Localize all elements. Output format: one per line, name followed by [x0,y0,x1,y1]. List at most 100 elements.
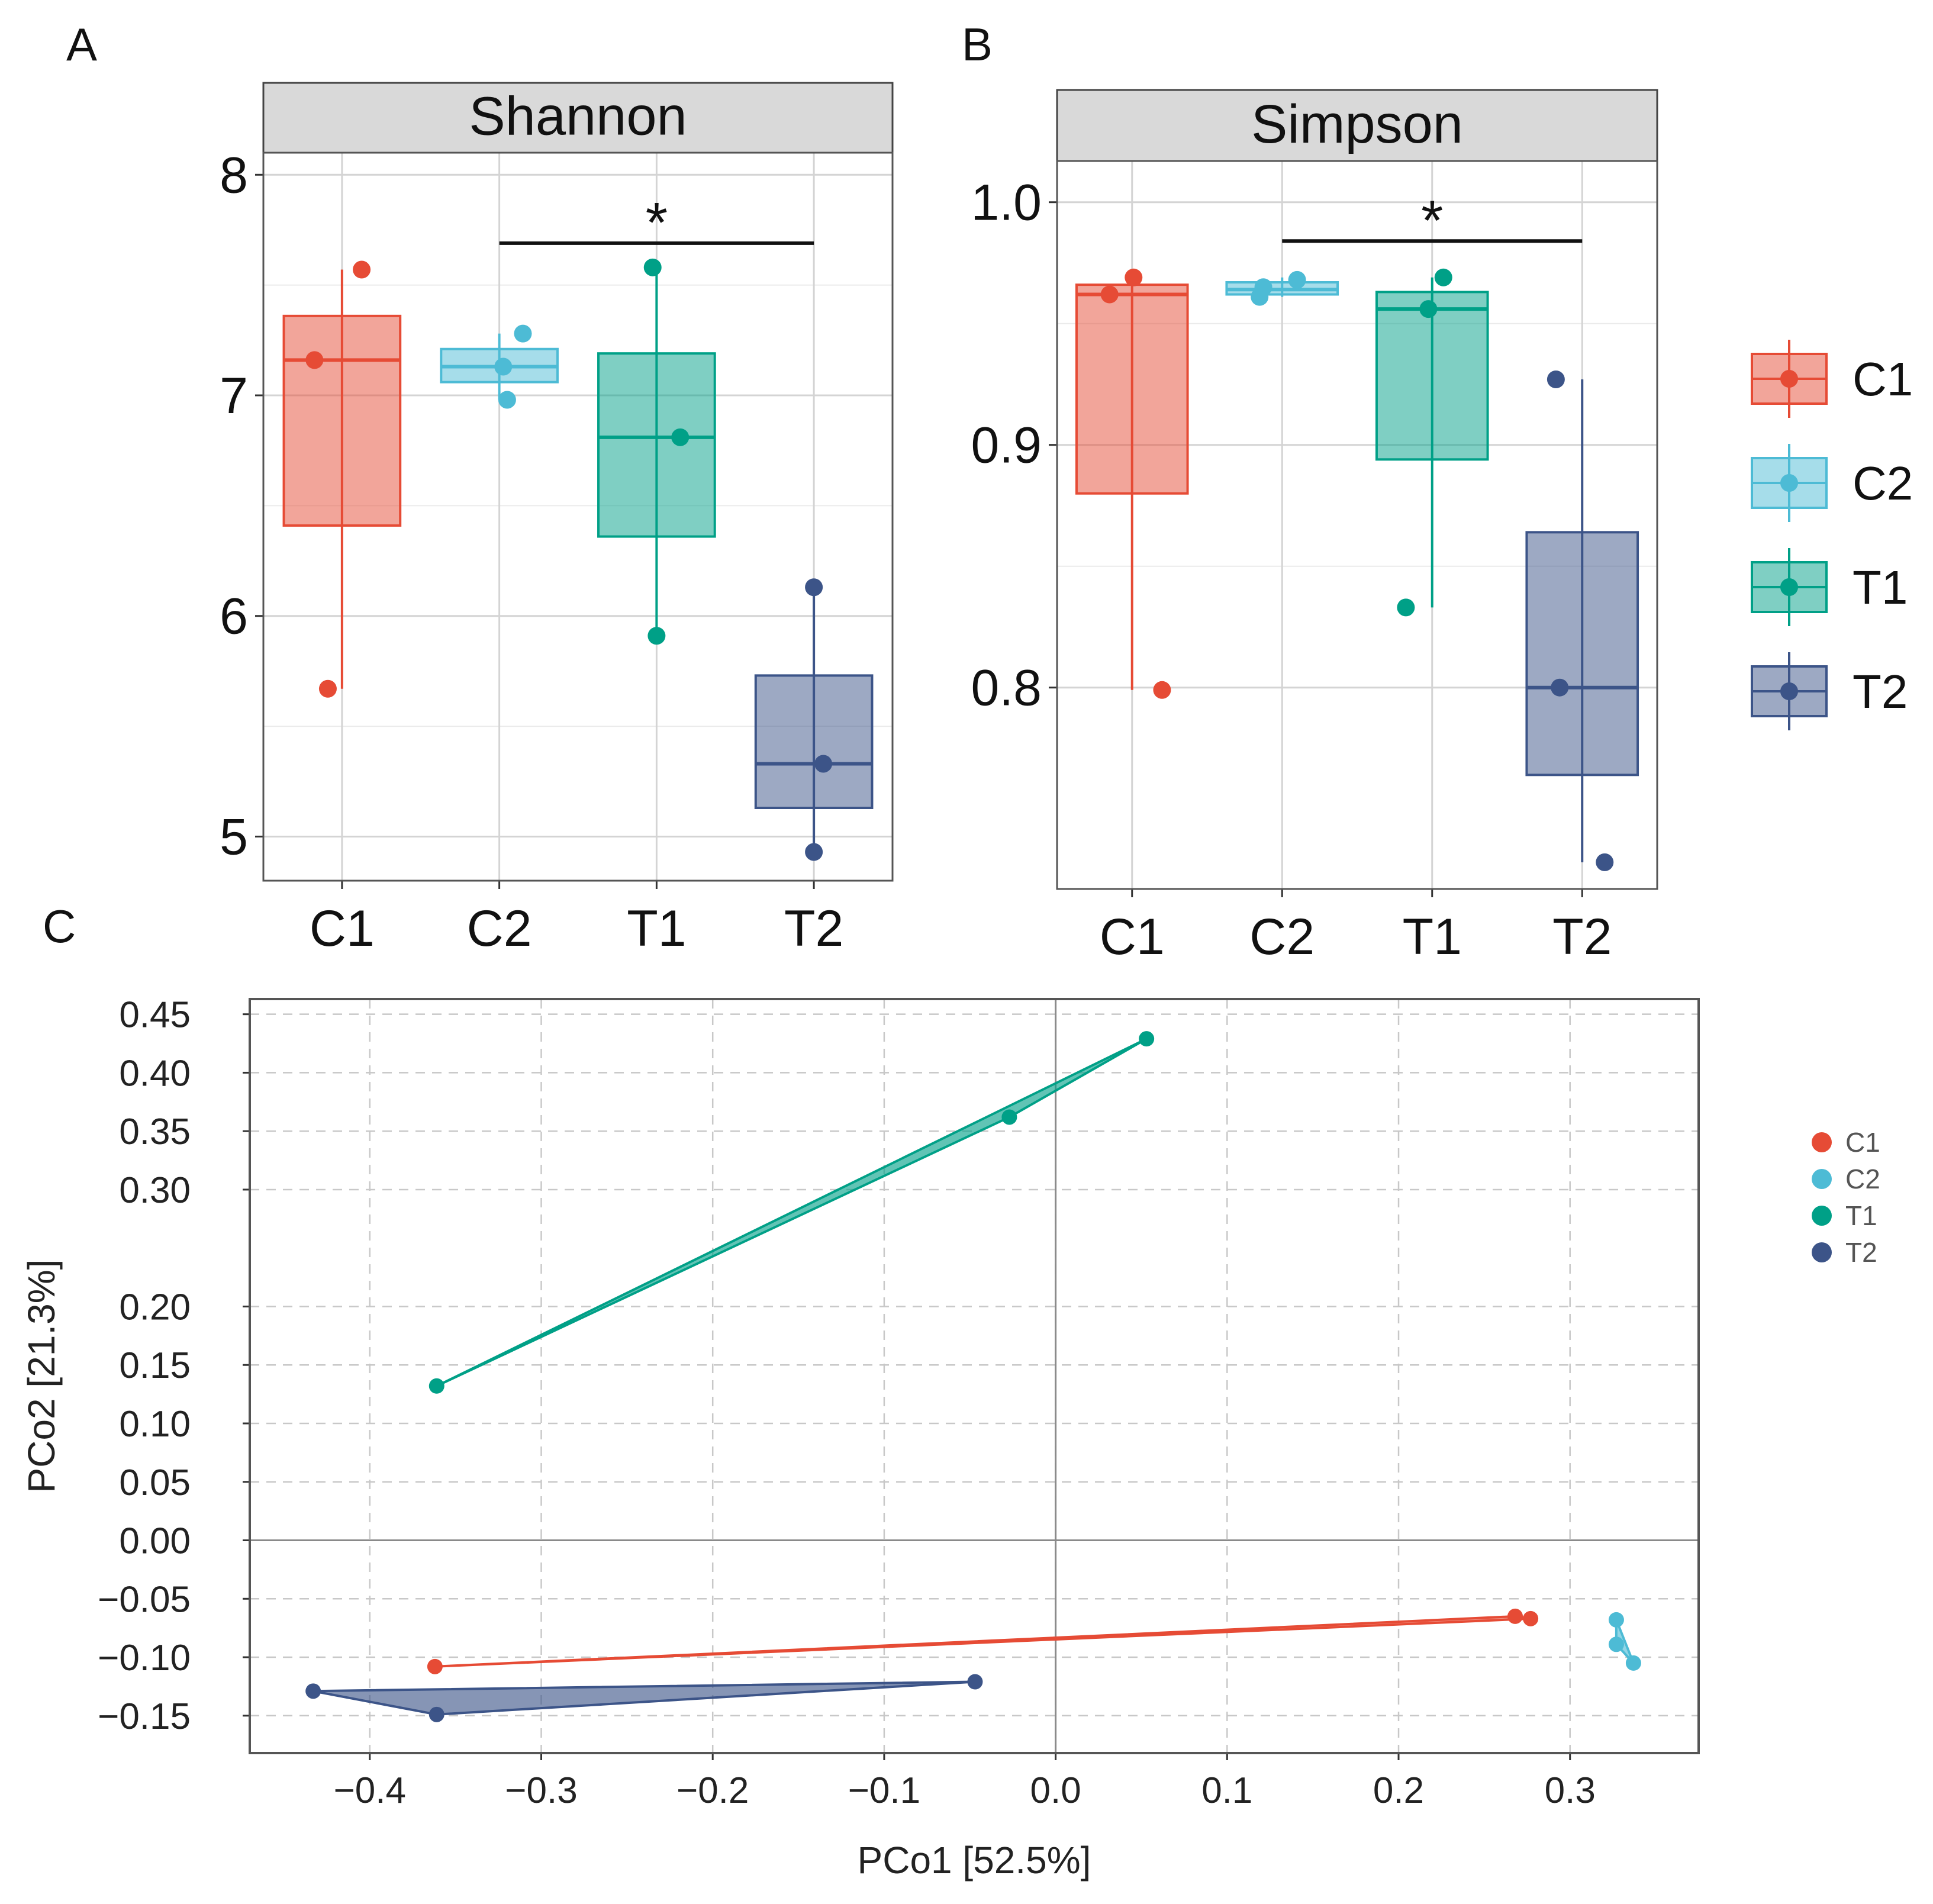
data-point-c1 [1125,268,1143,286]
simpson-boxplot: Simpson 0.8 0.9 1.0 C1 C2 T1 T2 * [971,89,1658,965]
legend-dot-t2 [1780,682,1798,700]
group-hull-c1 [433,1615,1532,1668]
facet-strip-title: Shannon [469,86,687,146]
sample-point-c2 [1608,1636,1624,1652]
legend-label-c2: C2 [1853,457,1913,510]
pcoa-legend: C1 C2 T1 T2 [1812,1127,1880,1268]
y-axis-label: PCo2 [21.3%] [20,1259,63,1493]
sample-point-c1 [1507,1608,1523,1624]
sample-point-t1 [1001,1109,1017,1125]
legend-dot-c2 [1780,474,1798,492]
data-point-t2 [805,578,823,597]
legend-label-t2: T2 [1845,1237,1877,1268]
sample-point-t2 [967,1674,983,1690]
x-tick-label: −0.2 [676,1770,749,1811]
data-point-c1 [318,679,337,698]
sample-point-t1 [1139,1031,1155,1047]
y-tick-label: 0.00 [119,1521,191,1562]
data-point-c2 [494,357,513,376]
data-point-t1 [643,258,662,276]
facet-strip-title: Simpson [1251,94,1463,154]
data-point-t2 [1596,853,1614,871]
x-tick-label: 0.1 [1201,1770,1252,1811]
x-axis-label: PCo1 [52.5%] [858,1839,1091,1882]
group-hull-c2 [1615,1618,1635,1664]
legend-dot-t1 [1780,578,1798,596]
legend-dot-c1 [1812,1132,1832,1152]
panel-label-a: A [66,18,97,70]
data-point-c1 [1100,285,1119,304]
y-tick-label: −0.10 [98,1638,191,1679]
sample-point-c1 [1523,1610,1539,1626]
data-point-t1 [1434,268,1452,286]
facet-strip [1056,89,1658,162]
legend-label-c2: C2 [1845,1164,1880,1194]
box-t1 [597,352,716,538]
y-tick-label: 0.9 [971,417,1042,474]
legend-dot-t2 [1812,1242,1832,1262]
data-point-t2 [1551,678,1569,697]
sample-point-c2 [1608,1612,1624,1628]
x-tick-label: 0.2 [1373,1770,1424,1811]
significance-star: * [646,191,668,254]
box-c1 [1075,283,1189,495]
group-hull-t2 [312,1680,977,1716]
x-tick-label: T1 [1403,908,1462,965]
data-point-c1 [305,351,324,369]
legend-label-t1: T1 [1853,561,1908,614]
y-tick-label: −0.05 [98,1579,191,1620]
data-point-t2 [814,755,833,773]
x-tick-label: T1 [627,900,686,957]
box-c1 [282,314,402,527]
x-tick-label: C2 [467,900,532,957]
x-tick-label: −0.3 [505,1770,577,1811]
y-tick-label: 6 [220,588,248,645]
x-tick-label: C1 [310,900,375,957]
y-tick-label: 0.20 [119,1287,191,1328]
plot-frame [1056,160,1658,890]
y-tick-label: 0.15 [119,1345,191,1386]
legend-label-t1: T1 [1845,1200,1877,1231]
data-point-t1 [1419,300,1438,318]
facet-strip [262,82,894,154]
y-tick-label: 7 [220,368,248,424]
data-point-t2 [805,843,823,861]
data-point-c2 [498,391,516,409]
y-tick-label: 8 [220,147,248,204]
x-tick-label: C1 [1100,908,1165,965]
y-tick-label: 0.35 [119,1112,191,1152]
y-tick-label: 0.8 [971,660,1042,717]
significance-star: * [1421,189,1443,252]
x-tick-label: C2 [1249,908,1315,965]
data-point-c2 [1288,270,1306,289]
legend-dot-c2 [1812,1169,1832,1189]
data-point-c2 [1254,278,1272,297]
x-tick-label: T2 [1552,908,1612,965]
panel-label-c: C [43,900,76,952]
data-point-t2 [1547,371,1565,388]
data-point-t1 [1397,598,1415,617]
y-tick-label: 1.0 [971,175,1042,231]
sample-point-c2 [1625,1655,1641,1671]
plot-frame [249,998,1700,1754]
boxplot-legend: C1 C2 T1 T2 [1751,340,1913,730]
box-t2 [754,674,874,810]
legend-label-c1: C1 [1845,1127,1880,1158]
y-tick-label: 0.45 [119,995,191,1036]
sample-point-c1 [427,1658,443,1674]
legend-label-c1: C1 [1853,353,1913,405]
x-tick-label: T2 [784,900,843,957]
x-tick-label: −0.1 [848,1770,920,1811]
plot-frame [262,152,894,882]
data-point-c2 [514,324,532,343]
y-tick-label: 0.05 [119,1462,191,1503]
sample-point-t2 [429,1706,444,1722]
x-tick-label: 0.3 [1545,1770,1596,1811]
y-tick-label: −0.15 [98,1696,191,1737]
pcoa-scatter-plot: −0.4 −0.3 −0.2 −0.1 0.0 0.1 0.2 0.3 −0.15 −0.10 −0… [20,995,1700,1882]
data-point-c1 [353,260,371,279]
data-point-t1 [647,627,666,645]
shannon-boxplot: Shannon 5 6 7 8 C1 C2 T1 T2 * [220,82,894,957]
legend-label-t2: T2 [1853,665,1908,718]
